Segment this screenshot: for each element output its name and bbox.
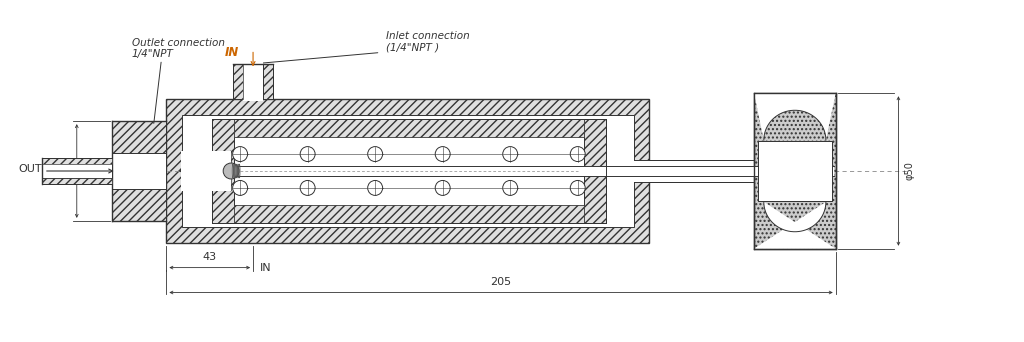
Text: OUT: OUT	[18, 164, 42, 174]
Polygon shape	[179, 151, 231, 191]
Bar	[167, 99, 649, 243]
Bar	[754, 93, 836, 249]
Bar	[42, 164, 112, 178]
Bar	[234, 205, 584, 223]
Text: φ39: φ39	[60, 162, 71, 180]
Circle shape	[570, 147, 585, 161]
Bar	[243, 62, 263, 101]
Circle shape	[435, 147, 451, 161]
Bar	[112, 189, 167, 221]
Circle shape	[435, 181, 451, 195]
Bar	[112, 121, 167, 153]
Text: IN: IN	[225, 47, 240, 60]
Text: IN: IN	[260, 263, 271, 273]
Text: Inlet connection
(1/4"NPT ): Inlet connection (1/4"NPT )	[385, 30, 469, 52]
Circle shape	[503, 181, 518, 195]
Bar	[758, 141, 831, 201]
Circle shape	[232, 181, 248, 195]
Bar	[181, 151, 231, 191]
Bar	[42, 158, 112, 164]
Circle shape	[300, 147, 315, 161]
Circle shape	[570, 181, 585, 195]
Bar	[634, 160, 754, 182]
Circle shape	[368, 181, 383, 195]
Polygon shape	[754, 93, 836, 140]
Circle shape	[300, 181, 315, 195]
Text: φ50: φ50	[904, 161, 914, 181]
Bar	[234, 137, 584, 205]
Text: Outlet connection
1/4"NPT: Outlet connection 1/4"NPT	[131, 38, 224, 59]
Circle shape	[368, 147, 383, 161]
Bar	[42, 178, 112, 184]
Bar	[263, 64, 273, 99]
Circle shape	[503, 147, 518, 161]
Bar	[758, 141, 831, 201]
Bar	[584, 119, 605, 223]
Bar	[182, 115, 634, 227]
Bar	[234, 166, 834, 176]
Text: 43: 43	[203, 252, 217, 262]
Polygon shape	[754, 202, 836, 249]
Circle shape	[232, 147, 248, 161]
Text: 205: 205	[490, 277, 512, 287]
Bar	[233, 64, 243, 99]
Bar	[212, 119, 234, 223]
Circle shape	[223, 163, 240, 179]
Bar	[234, 119, 584, 137]
Bar	[112, 153, 167, 189]
